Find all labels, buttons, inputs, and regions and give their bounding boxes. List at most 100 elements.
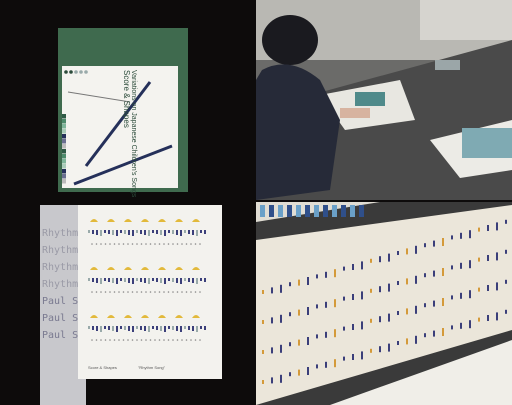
note xyxy=(271,347,273,354)
dot xyxy=(181,339,183,341)
note xyxy=(164,230,166,236)
note xyxy=(124,278,126,282)
head xyxy=(262,15,318,65)
note xyxy=(180,230,182,236)
note xyxy=(184,230,186,233)
note xyxy=(496,312,498,321)
note xyxy=(176,230,178,235)
dot xyxy=(140,339,143,341)
note xyxy=(442,268,444,276)
note xyxy=(196,278,198,284)
wall-light xyxy=(420,0,512,40)
note xyxy=(152,230,154,233)
note xyxy=(128,326,130,331)
bar xyxy=(278,205,283,217)
dot xyxy=(127,291,129,293)
cover-title: Score & Shapes xyxy=(122,70,131,128)
note xyxy=(204,278,206,282)
note xyxy=(316,274,318,279)
bar xyxy=(296,205,301,217)
strip-block xyxy=(62,169,66,174)
cover-line: Rhythm xyxy=(42,228,78,239)
note xyxy=(172,326,174,330)
note xyxy=(176,326,178,331)
note xyxy=(96,230,98,235)
dot xyxy=(190,291,192,293)
note xyxy=(433,330,435,337)
dot xyxy=(154,339,156,341)
note xyxy=(361,261,363,270)
note xyxy=(112,230,114,235)
dot xyxy=(127,339,129,341)
note xyxy=(379,316,381,323)
note xyxy=(343,266,345,271)
dot xyxy=(136,291,138,293)
note xyxy=(104,230,106,233)
note xyxy=(406,308,408,315)
note xyxy=(112,278,114,283)
dot xyxy=(172,243,174,245)
note xyxy=(140,230,142,234)
note xyxy=(136,230,138,233)
note xyxy=(196,230,198,236)
bird xyxy=(192,219,200,222)
note xyxy=(478,227,480,232)
note xyxy=(433,270,435,277)
dot xyxy=(158,339,161,341)
dot xyxy=(176,291,179,293)
note xyxy=(397,341,399,345)
dot xyxy=(118,291,120,293)
dot xyxy=(140,243,143,245)
strip-block xyxy=(62,139,66,144)
note xyxy=(280,374,282,383)
note xyxy=(200,326,202,329)
note xyxy=(140,278,142,282)
note xyxy=(415,335,417,344)
note xyxy=(487,255,489,261)
note xyxy=(172,230,174,234)
cover-line: Rhythm xyxy=(42,245,78,256)
note xyxy=(388,313,390,322)
note xyxy=(88,326,90,329)
dot xyxy=(167,339,170,341)
note xyxy=(406,278,408,285)
note xyxy=(196,326,198,332)
dot xyxy=(69,70,73,74)
note xyxy=(192,326,194,331)
note xyxy=(200,230,202,233)
note xyxy=(160,230,162,235)
dot xyxy=(149,243,152,245)
note xyxy=(132,278,134,284)
dot xyxy=(185,291,188,293)
note xyxy=(496,282,498,291)
note xyxy=(397,281,399,285)
note xyxy=(343,356,345,361)
dot xyxy=(91,339,93,341)
strip-block xyxy=(62,174,66,179)
color-bars xyxy=(260,205,364,217)
note xyxy=(478,287,480,292)
note xyxy=(442,328,444,336)
dot xyxy=(167,291,170,293)
dot xyxy=(113,291,116,293)
note xyxy=(280,344,282,353)
note xyxy=(460,262,462,269)
note xyxy=(92,230,94,234)
strip-block xyxy=(62,114,66,119)
bar xyxy=(323,205,328,217)
note xyxy=(168,230,170,233)
dot xyxy=(185,339,188,341)
dot xyxy=(172,291,174,293)
dot xyxy=(149,339,152,341)
note xyxy=(184,278,186,281)
note xyxy=(469,290,471,299)
note xyxy=(108,326,110,330)
dot xyxy=(118,243,120,245)
line xyxy=(84,81,152,167)
paper xyxy=(256,205,512,405)
note xyxy=(88,230,90,233)
dot xyxy=(194,291,197,293)
book-image xyxy=(355,92,385,106)
note xyxy=(116,278,118,284)
dot xyxy=(136,339,138,341)
